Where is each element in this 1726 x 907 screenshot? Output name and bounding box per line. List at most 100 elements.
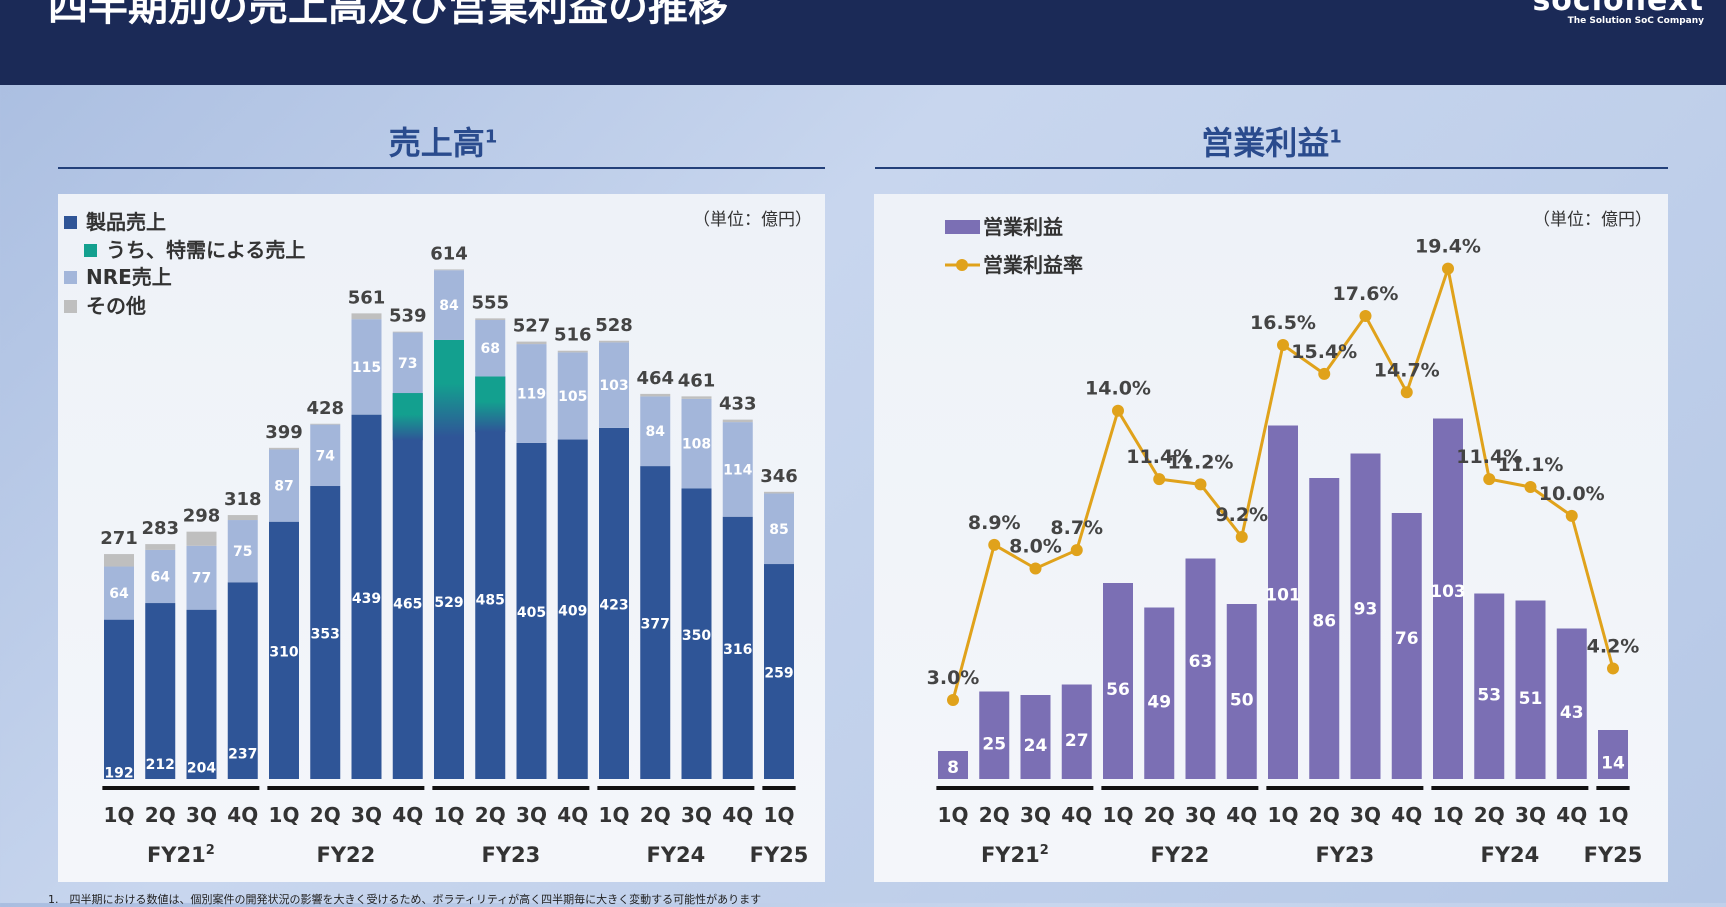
nre-sales-bar	[269, 449, 299, 522]
nre-sales-bar	[516, 344, 547, 443]
total-sales-label: 298	[183, 506, 221, 527]
sales-quarter-label: 2Q	[640, 803, 671, 827]
sales-quarter-label: 4Q	[722, 803, 753, 827]
op-quarter-label: 1Q	[1103, 803, 1134, 827]
op-legend-line-marker	[956, 259, 968, 271]
other-sales-bar	[310, 423, 341, 425]
op-margin-label: 16.5%	[1250, 312, 1316, 334]
product-sales-bar	[475, 376, 506, 779]
nre-sales-bar	[475, 320, 506, 377]
op-margin-label: 9.2%	[1215, 504, 1268, 526]
product-sales-label: 529	[434, 595, 463, 611]
op-quarter-label: 1Q	[1598, 803, 1629, 827]
total-sales-label: 539	[389, 306, 427, 327]
nre-sales-label: 84	[439, 298, 459, 314]
op-bar-label: 76	[1395, 629, 1419, 649]
op-bar	[1144, 607, 1175, 779]
op-quarter-label: 2Q	[979, 803, 1010, 827]
total-sales-label: 428	[306, 398, 344, 419]
legend-swatch-1	[84, 244, 97, 257]
product-sales-label: 485	[476, 592, 505, 608]
other-sales-bar	[269, 447, 299, 450]
other-sales-bar	[392, 331, 423, 333]
page-title: 四半期別の売上高及び営業利益の推移	[48, 0, 728, 30]
nre-sales-label: 64	[151, 569, 171, 585]
product-sales-bar	[351, 414, 382, 779]
sales-legend-label: NRE売上	[86, 265, 172, 289]
op-bar	[938, 751, 968, 779]
product-sales-bar	[392, 393, 423, 779]
sales-quarter-label: 3Q	[351, 803, 382, 827]
sales-quarter-label: 1Q	[434, 803, 465, 827]
nre-sales-label: 85	[769, 522, 788, 538]
sales-fy-underline	[597, 786, 755, 790]
sales-quarter-label: 4Q	[557, 803, 588, 827]
nre-sales-label: 73	[398, 356, 417, 372]
other-sales-bar	[186, 531, 217, 546]
op-margin-label: 8.7%	[1050, 517, 1103, 539]
nre-sales-bar	[640, 396, 671, 467]
nre-sales-label: 119	[517, 386, 546, 402]
op-unit-label: （単位：億円）	[1533, 210, 1652, 230]
product-sales-bar	[269, 521, 299, 779]
op-margin-point	[1318, 367, 1331, 380]
op-margin-point	[1029, 562, 1042, 575]
sales-legend-label: その他	[86, 294, 146, 318]
product-sales-label: 377	[641, 617, 670, 633]
op-bar	[1556, 628, 1587, 779]
op-bar	[1226, 604, 1257, 779]
nre-sales-bar	[434, 270, 464, 340]
sales-quarter-label: 4Q	[227, 803, 258, 827]
nre-sales-bar	[351, 319, 382, 415]
op-fy-underline	[1101, 786, 1259, 790]
sales-quarter-label: 3Q	[681, 803, 712, 827]
op-margin-label: 8.9%	[968, 512, 1021, 534]
sales-quarter-label: 4Q	[392, 803, 423, 827]
product-sales-bar	[310, 486, 341, 779]
total-sales-label: 464	[636, 368, 674, 389]
sales-title-note: 1	[484, 126, 498, 148]
nre-sales-label: 74	[316, 448, 336, 464]
op-title-divider	[875, 167, 1668, 169]
nre-sales-bar	[186, 545, 217, 610]
op-legend-bar-swatch	[945, 220, 980, 234]
op-margin-label: 14.7%	[1374, 359, 1440, 381]
sales-title-divider	[58, 167, 825, 169]
sales-quarter-label: 2Q	[475, 803, 506, 827]
op-bar	[1185, 558, 1216, 779]
op-fy-underline	[1266, 786, 1424, 790]
op-fy-underline	[1431, 786, 1589, 790]
op-bar-label: 43	[1560, 703, 1584, 723]
sales-legend-label: うち、特需による売上	[106, 238, 305, 262]
product-sales-label: 439	[352, 591, 381, 607]
total-sales-label: 433	[719, 394, 757, 415]
total-sales-label: 346	[760, 466, 798, 487]
product-sales-label: 212	[146, 757, 175, 773]
op-bar-label: 50	[1230, 691, 1254, 711]
sales-quarter-label: 1Q	[269, 803, 300, 827]
nre-sales-bar	[681, 398, 712, 489]
sales-quarter-label: 1Q	[764, 803, 795, 827]
nre-sales-bar	[764, 493, 794, 565]
op-bar-label: 53	[1477, 685, 1501, 705]
sales-unit-label: （単位：億円）	[693, 210, 812, 230]
product-sales-label: 423	[599, 597, 628, 613]
nre-sales-label: 108	[682, 437, 711, 453]
op-quarter-label: 2Q	[1144, 803, 1175, 827]
op-bar-label: 93	[1354, 599, 1378, 619]
op-margin-label: 11.4%	[1126, 446, 1192, 468]
op-quarter-label: 3Q	[1185, 803, 1216, 827]
op-margin-label: 10.0%	[1539, 483, 1605, 505]
op-bar-label: 24	[1024, 736, 1048, 756]
sales-fy-label: FY212	[147, 843, 215, 867]
op-margin-point	[1153, 473, 1166, 486]
product-sales-label: 204	[187, 760, 216, 776]
op-bar-label: 101	[1265, 585, 1301, 605]
op-bar-label: 51	[1519, 689, 1543, 709]
op-quarter-label: 4Q	[1556, 803, 1587, 827]
op-quarter-label: 4Q	[1226, 803, 1257, 827]
op-title-text: 営業利益	[1201, 124, 1330, 162]
legend-swatch-2	[64, 271, 77, 284]
sales-quarter-label: 1Q	[104, 803, 135, 827]
product-sales-label: 350	[682, 628, 711, 644]
